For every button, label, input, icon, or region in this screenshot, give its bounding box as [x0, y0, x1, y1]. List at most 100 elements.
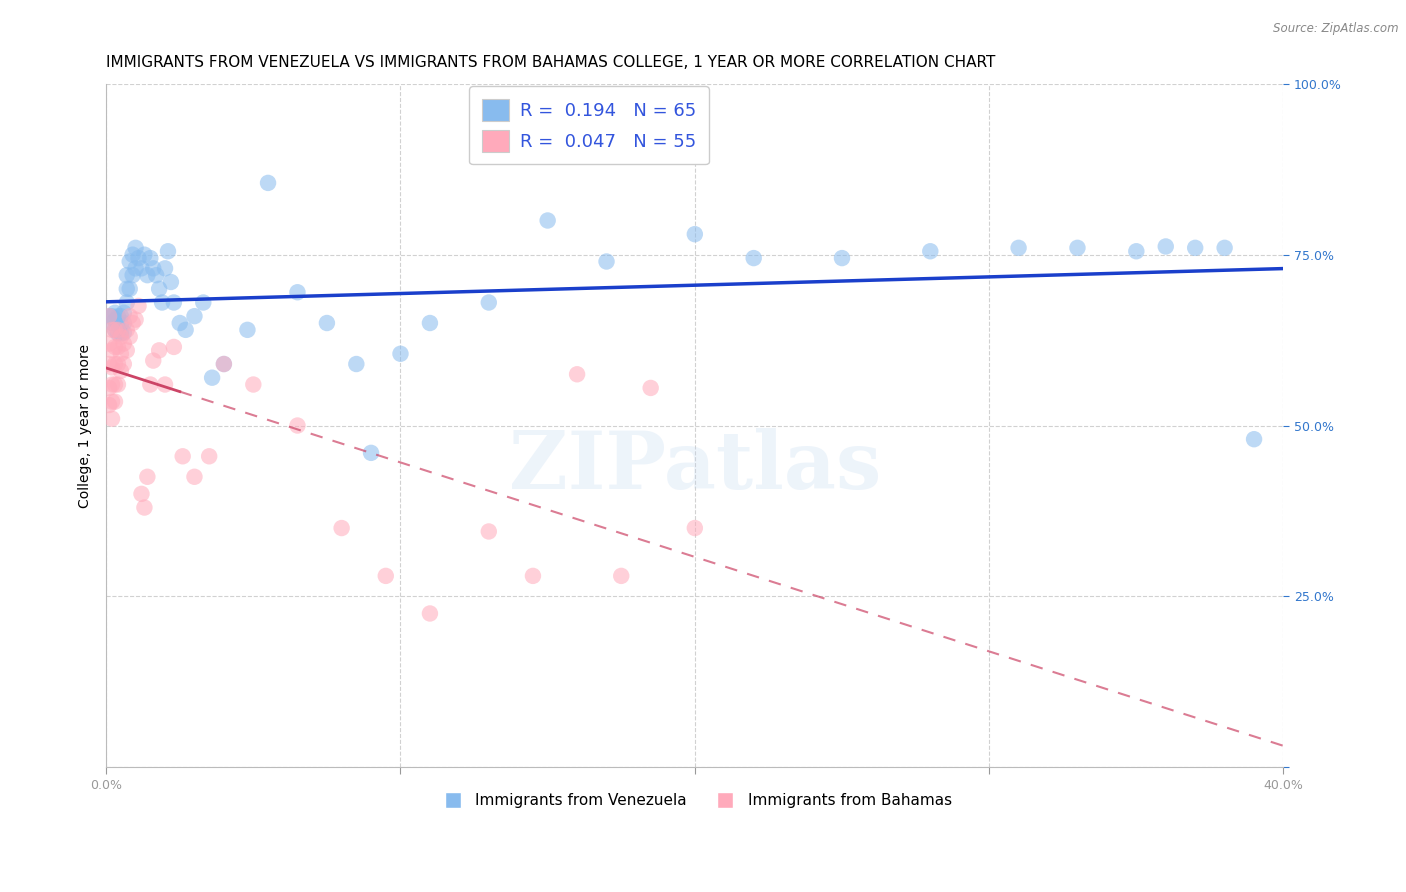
Point: [139, 377, 162, 392]
Point: [478, 295, 501, 310]
Text: ZIPatlas: ZIPatlas: [509, 427, 882, 506]
Point: [565, 368, 588, 382]
Point: [174, 323, 197, 337]
Text: Source: ZipAtlas.com: Source: ZipAtlas.com: [1274, 22, 1399, 36]
Point: [344, 357, 367, 371]
Point: [101, 411, 124, 425]
Point: [920, 244, 942, 259]
Point: [683, 227, 706, 242]
Point: [1125, 244, 1147, 259]
Point: [110, 318, 132, 332]
Point: [831, 251, 853, 265]
Point: [112, 357, 135, 371]
Point: [1007, 241, 1029, 255]
Point: [110, 347, 132, 361]
Point: [156, 244, 179, 259]
Point: [136, 470, 159, 484]
Point: [163, 340, 186, 354]
Point: [104, 340, 127, 354]
Point: [115, 323, 138, 337]
Point: [419, 607, 441, 621]
Point: [610, 569, 633, 583]
Point: [257, 176, 280, 190]
Point: [287, 418, 309, 433]
Point: [128, 251, 150, 265]
Point: [107, 326, 129, 341]
Point: [115, 268, 138, 282]
Point: [160, 275, 183, 289]
Point: [112, 316, 135, 330]
Point: [142, 261, 165, 276]
Point: [419, 316, 441, 330]
Y-axis label: College, 1 year or more: College, 1 year or more: [79, 343, 93, 508]
Point: [683, 521, 706, 535]
Point: [212, 357, 235, 371]
Point: [595, 254, 617, 268]
Point: [148, 282, 170, 296]
Point: [212, 357, 235, 371]
Point: [104, 323, 127, 337]
Point: [98, 357, 121, 371]
Point: [640, 381, 662, 395]
Point: [107, 357, 129, 371]
Point: [148, 343, 170, 358]
Point: [115, 282, 138, 296]
Point: [183, 309, 205, 323]
Point: [478, 524, 501, 539]
Point: [104, 312, 127, 326]
Point: [360, 446, 382, 460]
Point: [107, 340, 129, 354]
Point: [101, 394, 124, 409]
Point: [537, 213, 560, 227]
Point: [142, 353, 165, 368]
Point: [98, 309, 121, 323]
Point: [104, 394, 127, 409]
Point: [101, 323, 124, 337]
Point: [110, 309, 132, 323]
Point: [112, 336, 135, 351]
Point: [124, 261, 146, 276]
Point: [115, 295, 138, 310]
Point: [124, 312, 146, 326]
Point: [136, 268, 159, 282]
Point: [198, 450, 221, 464]
Point: [107, 316, 129, 330]
Point: [742, 251, 765, 265]
Point: [121, 248, 143, 262]
Point: [183, 470, 205, 484]
Point: [330, 521, 353, 535]
Point: [1154, 239, 1177, 253]
Point: [131, 487, 153, 501]
Point: [101, 360, 124, 375]
Point: [121, 268, 143, 282]
Point: [110, 364, 132, 378]
Point: [98, 398, 121, 412]
Point: [118, 309, 141, 323]
Point: [1066, 241, 1088, 255]
Point: [98, 336, 121, 351]
Point: [193, 295, 215, 310]
Point: [172, 450, 194, 464]
Point: [287, 285, 309, 300]
Point: [107, 323, 129, 337]
Point: [242, 377, 264, 392]
Point: [1184, 241, 1206, 255]
Point: [104, 377, 127, 392]
Point: [98, 309, 121, 323]
Point: [163, 295, 186, 310]
Point: [110, 329, 132, 343]
Point: [112, 326, 135, 340]
Text: IMMIGRANTS FROM VENEZUELA VS IMMIGRANTS FROM BAHAMAS COLLEGE, 1 YEAR OR MORE COR: IMMIGRANTS FROM VENEZUELA VS IMMIGRANTS …: [107, 55, 995, 70]
Point: [98, 381, 121, 395]
Point: [236, 323, 259, 337]
Point: [134, 500, 156, 515]
Point: [128, 299, 150, 313]
Point: [118, 329, 141, 343]
Point: [389, 347, 412, 361]
Point: [112, 306, 135, 320]
Point: [1243, 432, 1265, 446]
Point: [104, 306, 127, 320]
Point: [107, 377, 129, 392]
Point: [118, 282, 141, 296]
Point: [374, 569, 396, 583]
